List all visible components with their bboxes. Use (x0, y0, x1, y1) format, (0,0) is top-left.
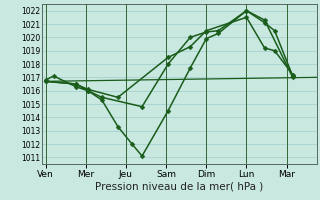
X-axis label: Pression niveau de la mer( hPa ): Pression niveau de la mer( hPa ) (95, 181, 263, 191)
